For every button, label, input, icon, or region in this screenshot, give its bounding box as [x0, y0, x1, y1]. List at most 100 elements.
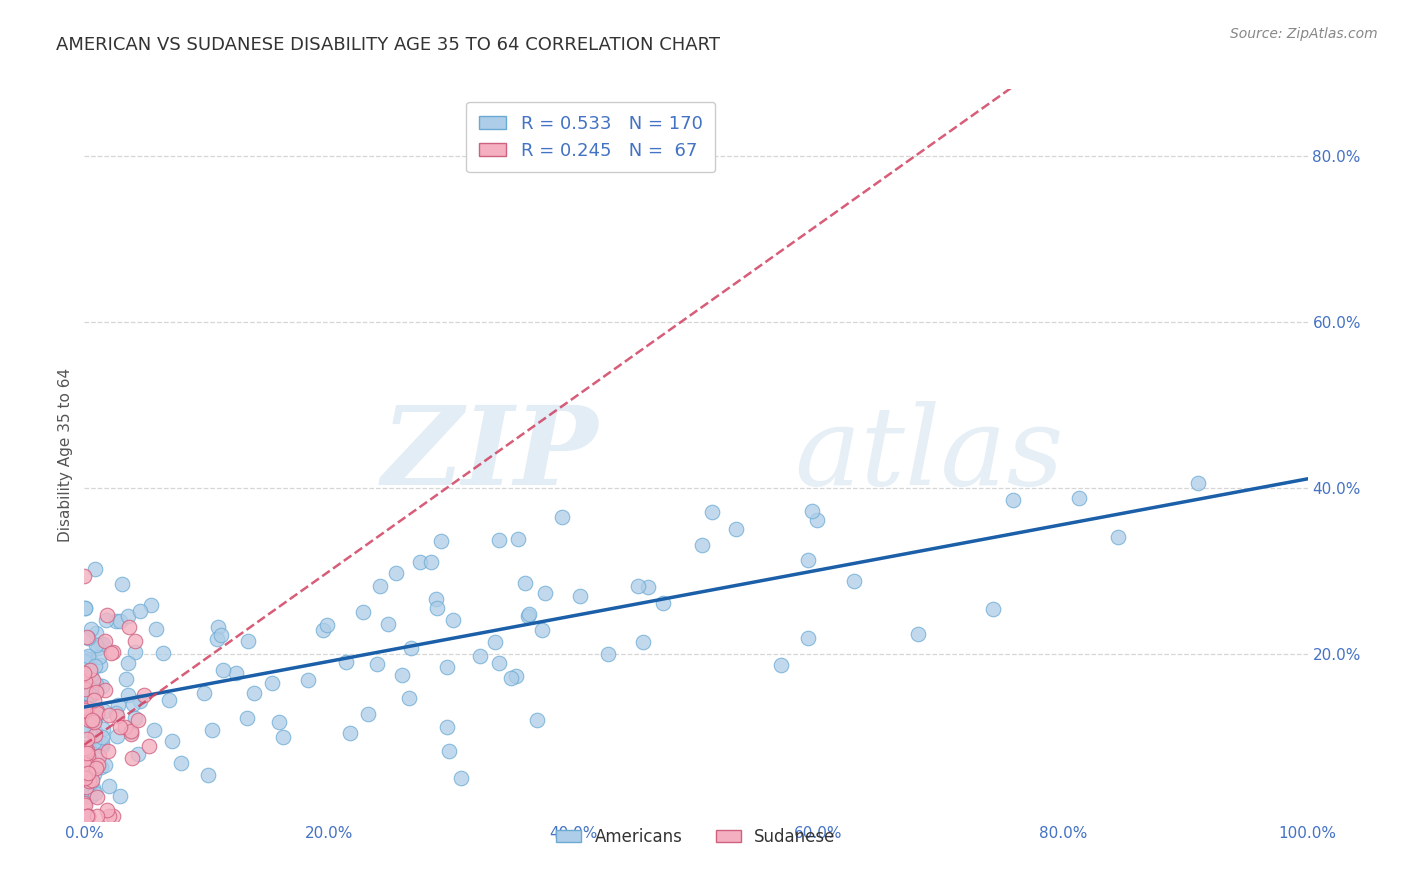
- Point: [157, 693, 180, 707]
- Point: [436, 660, 458, 674]
- Point: [517, 607, 540, 621]
- Point: [129, 694, 152, 708]
- Point: [84, 738, 107, 752]
- Point: [162, 733, 184, 747]
- Point: [797, 553, 820, 567]
- Point: [75, 789, 97, 803]
- Point: [86, 790, 108, 805]
- Point: [212, 663, 235, 677]
- Point: [84, 626, 107, 640]
- Point: [725, 522, 748, 536]
- Point: [127, 713, 149, 727]
- Point: [981, 601, 1004, 615]
- Point: [225, 666, 247, 681]
- Point: [96, 608, 118, 623]
- Point: [801, 504, 824, 518]
- Point: [73, 787, 96, 801]
- Point: [142, 723, 165, 738]
- Point: [120, 727, 142, 741]
- Point: [262, 676, 284, 690]
- Point: [429, 534, 451, 549]
- Point: [73, 654, 96, 668]
- Point: [75, 696, 97, 710]
- Point: [84, 759, 107, 773]
- Point: [87, 706, 110, 720]
- Point: [436, 720, 458, 734]
- Point: [75, 770, 97, 784]
- Point: [87, 640, 110, 655]
- Point: [468, 649, 491, 664]
- Point: [419, 555, 441, 569]
- Point: [530, 623, 553, 637]
- Point: [80, 714, 103, 728]
- Point: [129, 604, 152, 618]
- Point: [98, 708, 121, 723]
- Point: [94, 682, 117, 697]
- Point: [598, 648, 620, 662]
- Point: [516, 609, 538, 624]
- Point: [391, 668, 413, 682]
- Point: [118, 619, 141, 633]
- Point: [76, 648, 98, 663]
- Point: [75, 797, 97, 812]
- Point: [76, 710, 98, 724]
- Point: [425, 601, 447, 615]
- Point: [209, 628, 232, 642]
- Point: [84, 562, 107, 576]
- Y-axis label: Disability Age 35 to 64: Disability Age 35 to 64: [58, 368, 73, 542]
- Point: [84, 710, 107, 724]
- Point: [79, 689, 101, 703]
- Text: AMERICAN VS SUDANESE DISABILITY AGE 35 TO 64 CORRELATION CHART: AMERICAN VS SUDANESE DISABILITY AGE 35 T…: [56, 36, 720, 54]
- Text: atlas: atlas: [794, 401, 1063, 508]
- Point: [83, 728, 105, 742]
- Point: [357, 707, 380, 722]
- Legend: Americans, Sudanese: Americans, Sudanese: [550, 822, 842, 853]
- Point: [76, 743, 98, 757]
- Point: [806, 513, 828, 527]
- Point: [93, 758, 115, 772]
- Point: [76, 809, 98, 823]
- Point: [201, 723, 224, 738]
- Point: [80, 706, 103, 720]
- Point: [134, 688, 156, 702]
- Point: [127, 747, 149, 762]
- Point: [271, 730, 294, 744]
- Point: [83, 682, 105, 697]
- Point: [124, 710, 146, 724]
- Point: [73, 770, 96, 784]
- Point: [76, 699, 98, 714]
- Point: [75, 651, 97, 665]
- Point: [76, 747, 98, 761]
- Point: [399, 640, 422, 655]
- Point: [907, 627, 929, 641]
- Point: [83, 767, 105, 781]
- Point: [193, 686, 215, 700]
- Point: [77, 739, 100, 754]
- Point: [844, 574, 866, 588]
- Point: [86, 704, 108, 718]
- Point: [551, 509, 574, 524]
- Point: [91, 637, 114, 651]
- Point: [75, 771, 97, 785]
- Point: [84, 676, 107, 690]
- Point: [93, 704, 115, 718]
- Point: [335, 655, 357, 669]
- Point: [76, 630, 98, 644]
- Point: [104, 706, 127, 720]
- Point: [1107, 530, 1129, 544]
- Point: [124, 633, 146, 648]
- Point: [76, 713, 98, 727]
- Point: [76, 809, 98, 823]
- Point: [73, 600, 96, 615]
- Point: [82, 673, 104, 687]
- Point: [120, 724, 142, 739]
- Point: [631, 635, 654, 649]
- Point: [76, 780, 98, 794]
- Point: [197, 767, 219, 781]
- Point: [311, 623, 333, 637]
- Point: [96, 803, 118, 817]
- Point: [117, 609, 139, 624]
- Point: [82, 710, 104, 724]
- Point: [76, 700, 98, 714]
- Point: [108, 614, 131, 628]
